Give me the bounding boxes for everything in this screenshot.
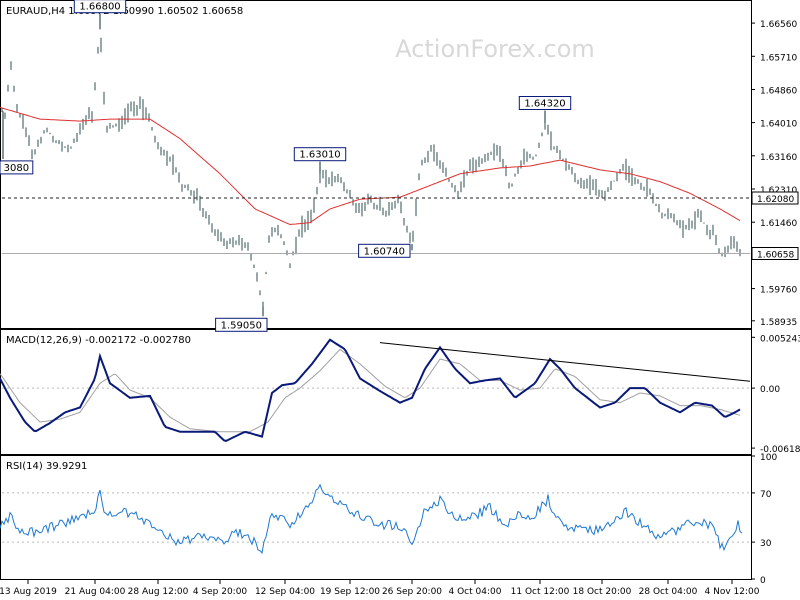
level-tag-label: 1.62080 (757, 195, 794, 205)
macd-trendline (379, 342, 751, 382)
x-tick-label: 18 Oct 20:00 (573, 587, 632, 597)
x-tick-label: 4 Sep 20:00 (193, 587, 248, 597)
macd-y-tick-label: 0.005243 (760, 334, 800, 344)
price-annotation-label: 3080 (4, 163, 29, 174)
price-annotation-box (0, 160, 34, 175)
price-annotation-box (293, 147, 347, 162)
rsi-line (0, 483, 743, 555)
price-annotation-label: 1.60740 (364, 246, 405, 257)
price-y-tick-label: 1.59760 (760, 286, 797, 296)
price-annotation-label: 1.64320 (524, 99, 565, 110)
macd-panel-frame (0, 329, 752, 455)
macd-series-group (0, 338, 751, 442)
x-tick-label: 12 Sep 04:00 (255, 587, 315, 597)
price-y-tick-label: 1.64860 (760, 87, 797, 97)
price-y-tick-label: 1.64010 (760, 120, 797, 130)
price-annotation-label: 1.66800 (79, 2, 120, 13)
price-y-tick-label: 1.58935 (760, 318, 797, 328)
macd-signal-line (0, 348, 741, 433)
x-tick-label: 4 Oct 04:00 (449, 587, 502, 597)
level-tag-box (751, 247, 799, 260)
x-tick-label: 26 Sep 20:00 (382, 587, 442, 597)
price-y-tick-label: 1.62310 (760, 186, 797, 196)
price-series-group: 1.66800 1.63010 1.64320 1.60740 1.59050 3080 (0, 0, 750, 332)
rsi-series-group (0, 483, 750, 555)
x-tick-label: 19 Sep 12:00 (320, 587, 380, 597)
macd-panel-header: MACD(12,26,9) -0.002172 -0.002780 (6, 335, 191, 346)
price-annotation-box (518, 96, 572, 110)
macd-y-tick-label: -0.006186 (760, 445, 800, 455)
price-panel-frame (0, 0, 752, 329)
rsi-y-tick-label: 100 (760, 453, 777, 463)
macd-line (0, 338, 741, 442)
macd-y-tick-label: 0.00 (760, 385, 780, 395)
rsi-y-tick-label: 30 (760, 539, 772, 549)
price-y-tick-label: 1.63160 (760, 153, 797, 163)
rsi-y-tick-label: 0 (760, 576, 766, 586)
level-tag-label: 1.60658 (757, 251, 794, 261)
price-annotation-label: 1.63010 (299, 150, 340, 161)
price-annotation-box (215, 317, 268, 332)
x-tick-label: 28 Oct 04:00 (639, 587, 698, 597)
x-tick-label: 28 Aug 12:00 (128, 587, 189, 597)
price-y-tick-label: 1.65710 (760, 53, 797, 63)
x-tick-label: 13 Aug 2019 (0, 587, 57, 597)
x-tick-label: 11 Oct 12:00 (511, 587, 570, 597)
price-y-tick-label: 1.61460 (760, 219, 797, 229)
x-tick-label: 4 Nov 12:00 (705, 587, 760, 597)
rsi-y-tick-label: 70 (760, 490, 772, 500)
level-tag-box (751, 191, 799, 205)
rsi-panel-header: RSI(14) 39.9291 (6, 461, 87, 472)
watermark-text: ActionForex.com (395, 35, 595, 63)
x-tick-label: 21 Aug 04:00 (65, 587, 126, 597)
rsi-panel-frame (0, 455, 752, 580)
sma-line (0, 106, 741, 226)
axes-group: 1.66560 1.65710 1.64860 1.64010 1.63160 1.623… (0, 20, 800, 597)
price-annotation-box (358, 243, 411, 258)
price-y-tick-label: 1.66560 (760, 20, 797, 30)
price-annotation-label: 1.59050 (221, 320, 262, 331)
price-annotation-box (73, 0, 127, 14)
